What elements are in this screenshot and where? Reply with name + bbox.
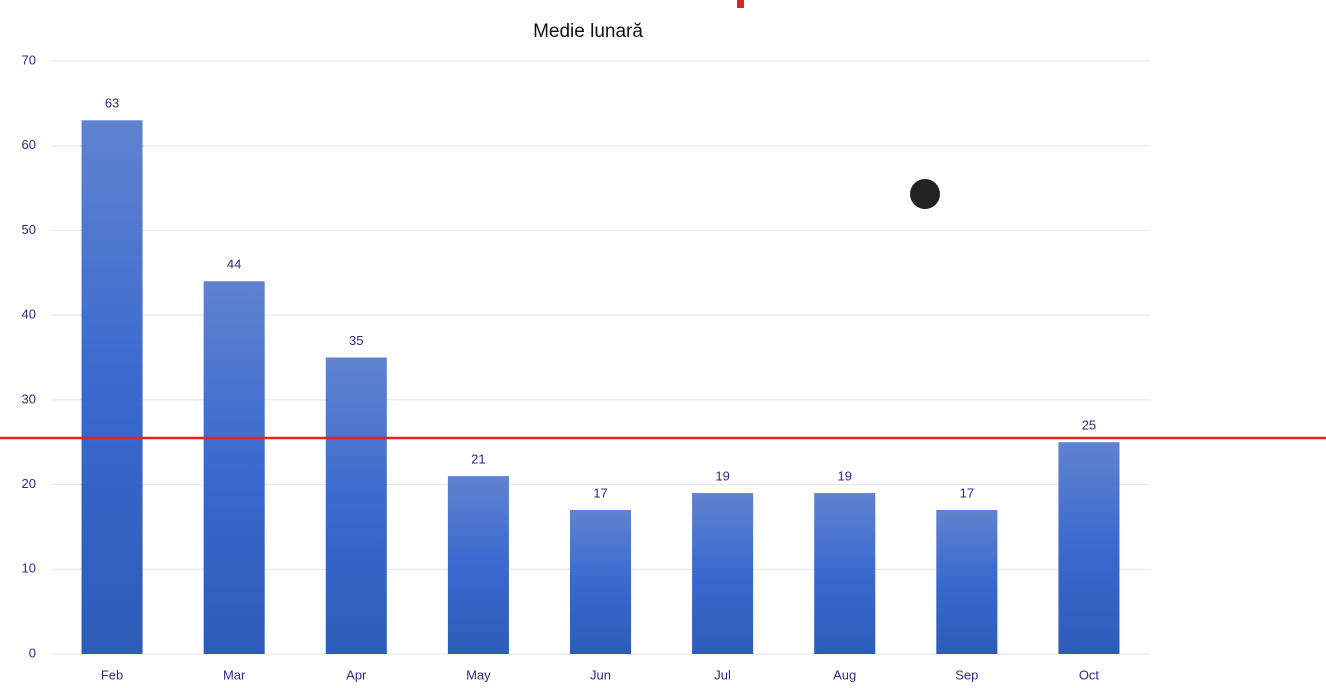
- bar: [1058, 442, 1120, 654]
- dot: [910, 179, 940, 209]
- data-label: 19: [715, 468, 729, 483]
- x-tick-label: Feb: [101, 667, 123, 682]
- y-tick-label: 70: [22, 52, 36, 67]
- x-tick-label: Mar: [223, 667, 246, 682]
- y-tick-label: 40: [22, 307, 36, 322]
- chart-title: Medie lunară: [533, 21, 643, 42]
- data-label: 17: [593, 485, 607, 500]
- data-label: 17: [960, 485, 974, 500]
- data-label: 25: [1082, 418, 1096, 433]
- data-label: 63: [105, 96, 119, 111]
- x-tick-label: Aug: [833, 667, 856, 682]
- data-label: 21: [471, 452, 485, 467]
- x-tick-label: Apr: [346, 667, 367, 682]
- x-tick-label: May: [466, 667, 491, 682]
- bar: [569, 509, 632, 654]
- y-tick-label: 30: [22, 391, 36, 406]
- bar: [325, 357, 387, 654]
- x-tick-label: Oct: [1079, 667, 1100, 682]
- bar: [447, 476, 509, 654]
- bar: [692, 493, 754, 654]
- y-tick-label: 60: [22, 137, 36, 152]
- bar: [203, 281, 265, 654]
- y-tick-label: 10: [22, 561, 36, 576]
- x-tick-label: Jul: [714, 667, 731, 682]
- data-label: 35: [349, 333, 363, 348]
- data-label: 19: [837, 468, 851, 483]
- y-tick-label: 20: [22, 476, 36, 491]
- top-marker: [737, 0, 744, 8]
- y-tick-label: 50: [22, 222, 36, 237]
- x-tick-label: Jun: [590, 667, 611, 682]
- bar: [81, 120, 143, 655]
- y-tick-label: 0: [29, 645, 36, 660]
- bar: [936, 509, 998, 654]
- x-tick-label: Sep: [955, 667, 978, 682]
- data-label: 44: [227, 257, 241, 272]
- bar: [814, 493, 876, 654]
